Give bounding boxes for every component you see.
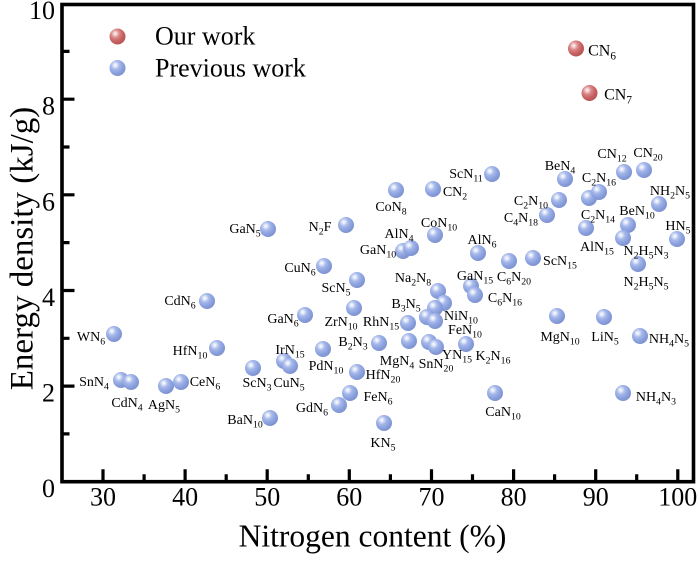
svg-text:90: 90: [583, 483, 609, 512]
svg-text:MgN4: MgN4: [380, 354, 415, 372]
svg-text:0: 0: [42, 474, 55, 503]
svg-text:6: 6: [42, 187, 55, 216]
svg-text:CuN5: CuN5: [273, 376, 304, 394]
svg-text:Energy density (kJ/g): Energy density (kJ/g): [4, 107, 40, 391]
svg-text:30: 30: [90, 483, 116, 512]
svg-text:AlN4: AlN4: [384, 227, 413, 245]
svg-text:B2N3: B2N3: [338, 335, 367, 353]
svg-text:2: 2: [42, 379, 55, 408]
svg-text:CoN8: CoN8: [375, 200, 406, 218]
svg-text:Nitrogen content (%): Nitrogen content (%): [239, 519, 507, 554]
svg-text:Na2N8: Na2N8: [395, 271, 431, 289]
svg-text:Previous work: Previous work: [155, 54, 306, 83]
svg-text:CdN4: CdN4: [111, 396, 142, 414]
svg-text:SnN4: SnN4: [79, 375, 109, 393]
svg-text:60: 60: [336, 483, 362, 512]
svg-text:NH2N5: NH2N5: [650, 184, 690, 202]
svg-text:CN2: CN2: [443, 185, 467, 203]
svg-text:CeN6: CeN6: [190, 375, 221, 393]
svg-text:GaN5: GaN5: [229, 222, 260, 240]
svg-text:N2F: N2F: [309, 220, 332, 238]
svg-text:CuN6: CuN6: [284, 261, 315, 279]
svg-text:AgN5: AgN5: [148, 398, 180, 416]
svg-text:CN6: CN6: [588, 43, 616, 63]
svg-text:NH4N3: NH4N3: [636, 390, 676, 408]
svg-text:WN6: WN6: [77, 330, 105, 348]
svg-text:40: 40: [172, 483, 198, 512]
svg-text:AlN6: AlN6: [467, 233, 496, 251]
svg-text:B3N5: B3N5: [391, 297, 420, 315]
svg-text:NH4N5: NH4N5: [649, 332, 689, 350]
svg-text:GaN6: GaN6: [267, 312, 298, 330]
svg-text:LiN5: LiN5: [591, 330, 619, 348]
svg-text:ScN3: ScN3: [242, 376, 271, 394]
svg-text:KN5: KN5: [370, 436, 395, 454]
svg-text:50: 50: [254, 483, 280, 512]
svg-text:100: 100: [658, 483, 697, 512]
svg-text:70: 70: [419, 483, 445, 512]
svg-text:4: 4: [42, 283, 55, 312]
svg-text:N2H5N5: N2H5N5: [623, 275, 668, 293]
svg-text:CdN6: CdN6: [164, 294, 195, 312]
svg-text:ScN5: ScN5: [321, 281, 350, 299]
svg-text:FeN6: FeN6: [363, 390, 392, 408]
svg-text:BeN4: BeN4: [545, 159, 576, 177]
svg-text:HN5: HN5: [665, 219, 690, 237]
svg-text:10: 10: [29, 0, 55, 25]
svg-text:8: 8: [42, 92, 55, 121]
svg-text:CN7: CN7: [604, 87, 632, 107]
svg-text:GdN6: GdN6: [296, 401, 328, 419]
svg-text:80: 80: [501, 483, 527, 512]
svg-text:Our work: Our work: [155, 22, 255, 51]
